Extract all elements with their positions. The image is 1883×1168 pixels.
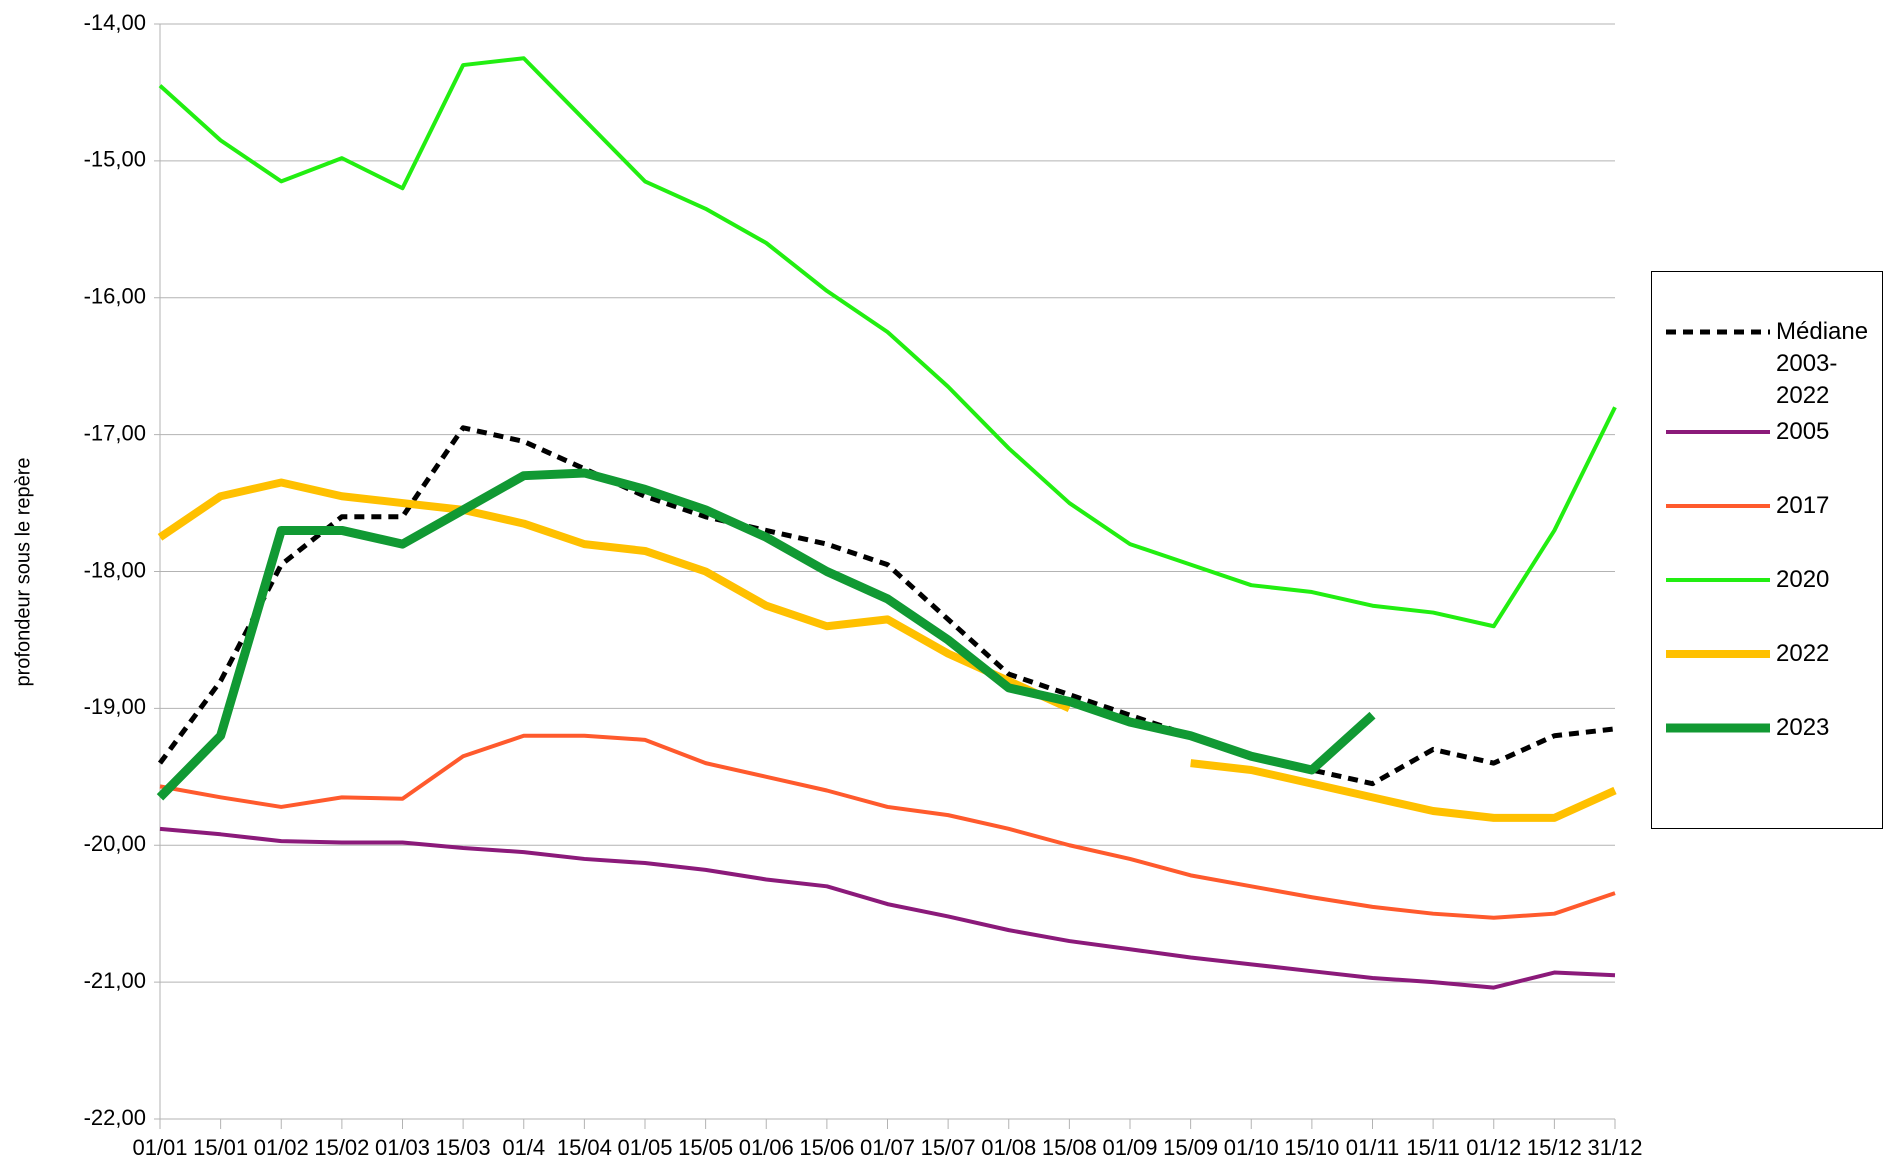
x-tick-label: 15/12 (1527, 1135, 1582, 1160)
legend-entry: 2023 (1658, 712, 1883, 744)
y-tick-label: -21,00 (84, 968, 146, 993)
x-tick-label: 15/03 (436, 1135, 491, 1160)
x-tick-label: 01/09 (1102, 1135, 1157, 1160)
x-tick-label: 01/05 (617, 1135, 672, 1160)
x-tick-label: 15/10 (1284, 1135, 1339, 1160)
x-tick-label: 15/08 (1042, 1135, 1097, 1160)
legend-label: 2023 (1776, 714, 1830, 741)
x-tick-label: 15/01 (193, 1135, 248, 1160)
legend-swatch (1666, 578, 1770, 582)
y-tick-label: -22,00 (84, 1105, 146, 1130)
x-tick-label: 01/4 (502, 1135, 545, 1160)
y-tick-label: -15,00 (84, 147, 146, 172)
y-tick-label: -17,00 (84, 420, 146, 445)
x-tick-label: 15/06 (799, 1135, 854, 1160)
x-tick-label: 01/06 (739, 1135, 794, 1160)
legend-label: 2022 (1776, 640, 1830, 667)
legend-label: 2020 (1776, 566, 1830, 593)
legend-entry: 2005 (1658, 416, 1883, 448)
x-tick-label: 15/05 (678, 1135, 733, 1160)
legend-swatch (1666, 650, 1770, 658)
x-tick-label: 01/08 (981, 1135, 1036, 1160)
y-tick-label: -16,00 (84, 284, 146, 309)
x-tick-label: 15/09 (1163, 1135, 1218, 1160)
y-tick-label: -14,00 (84, 10, 146, 35)
x-tick-label: 15/02 (314, 1135, 369, 1160)
legend: Médiane 2003-2022 2005 2017 2020 2022 2023 (1651, 271, 1883, 829)
legend-label: 2017 (1776, 492, 1830, 519)
legend-swatch (1666, 504, 1770, 508)
legend-label: 2005 (1776, 418, 1830, 445)
x-tick-label: 15/04 (557, 1135, 612, 1160)
legend-label: Médiane 2003-2022 (1776, 318, 1869, 409)
series-line (159, 733, 1616, 920)
x-tick-label: 01/07 (860, 1135, 915, 1160)
legend-entry: 2022 (1658, 638, 1883, 670)
y-axis-label: profondeur sous le repère (12, 457, 34, 686)
series-line (157, 425, 1616, 787)
y-tick-label: -20,00 (84, 831, 146, 856)
x-tick-label: 01/11 (1346, 1135, 1399, 1160)
x-tick-label: 15/07 (921, 1135, 976, 1160)
x-tick-label: 15/11 (1406, 1135, 1459, 1160)
series-line (159, 826, 1616, 990)
x-tick-label: 01/12 (1466, 1135, 1521, 1160)
y-tick-label: -19,00 (84, 694, 146, 719)
series-line (158, 56, 1617, 629)
x-tick-label: 01/03 (375, 1135, 430, 1160)
y-tick-label: -18,00 (84, 557, 146, 582)
series-line (156, 468, 1376, 801)
x-tick-label: 01/01 (132, 1135, 187, 1160)
legend-entry: 2020 (1658, 564, 1883, 596)
legend-entry: 2017 (1658, 490, 1883, 522)
x-tick-label: 01/10 (1224, 1135, 1279, 1160)
series-line (157, 478, 1617, 822)
x-tick-label: 01/02 (254, 1135, 309, 1160)
legend-swatch (1666, 329, 1770, 335)
x-tick-label: 31/12 (1587, 1135, 1642, 1160)
legend-swatch (1666, 723, 1770, 733)
legend-swatch (1666, 430, 1770, 434)
legend-entry: Médiane 2003-2022 (1658, 316, 1883, 412)
